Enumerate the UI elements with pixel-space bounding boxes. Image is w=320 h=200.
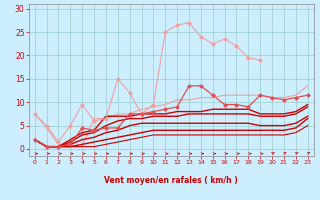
X-axis label: Vent moyen/en rafales ( km/h ): Vent moyen/en rafales ( km/h ) [104,176,238,185]
